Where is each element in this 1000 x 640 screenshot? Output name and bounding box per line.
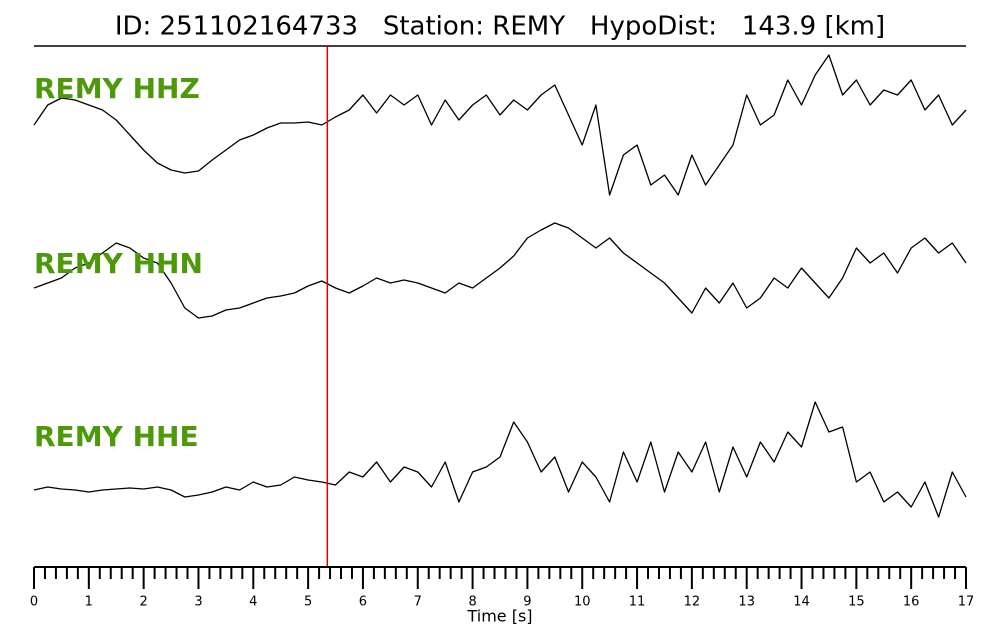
x-tick-label: 7: [414, 595, 422, 610]
chart-title: ID: 251102164733 Station: REMY HypoDist:…: [115, 12, 885, 42]
x-tick-label: 13: [738, 595, 755, 610]
trace-label: REMY HHN: [34, 247, 203, 280]
x-tick-label: 4: [249, 595, 257, 610]
x-tick-label: 8: [468, 595, 476, 610]
x-tick-label: 17: [958, 595, 975, 610]
x-tick-label: 14: [793, 595, 810, 610]
trace: [33, 54, 967, 196]
x-tick-label: 3: [194, 595, 202, 610]
x-tick-label: 16: [903, 595, 920, 610]
x-tick-label: 12: [684, 595, 701, 610]
trace-label: REMY HHE: [34, 420, 199, 453]
x-tick-label: 6: [359, 595, 367, 610]
trace: [33, 222, 967, 319]
x-tick-label: 11: [629, 595, 646, 610]
x-axis-label: Time [s]: [466, 607, 532, 626]
x-tick-label: 9: [523, 595, 531, 610]
x-tick-label: 1: [85, 595, 93, 610]
x-tick-label: 2: [140, 595, 148, 610]
x-tick-label: 10: [574, 595, 591, 610]
x-tick-label: 15: [848, 595, 865, 610]
trace-label: REMY HHZ: [34, 72, 200, 105]
trace: [33, 401, 967, 518]
x-tick-label: 0: [30, 595, 38, 610]
x-tick-label: 5: [304, 595, 312, 610]
